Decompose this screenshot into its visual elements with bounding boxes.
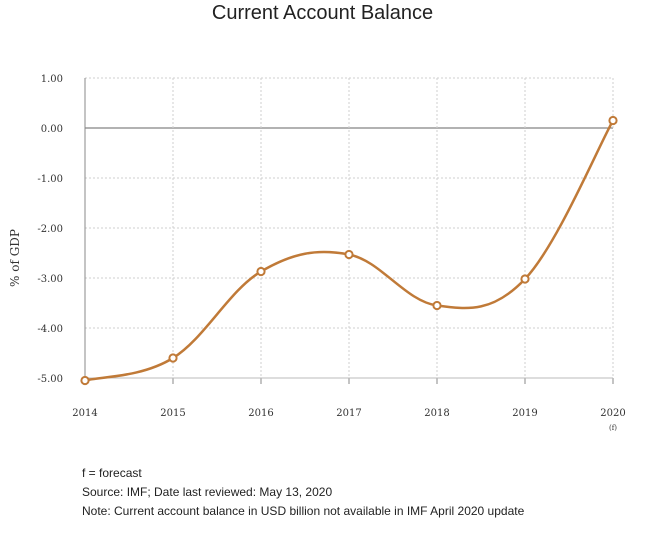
x-tick-label: 2017 [336,408,361,419]
point-layer [80,115,618,386]
data-point [344,249,354,260]
y-tick-label: -2.00 [37,224,63,235]
data-point [432,300,442,311]
note-caveat: Note: Current account balance in USD bil… [82,504,525,518]
data-point [168,353,178,363]
chart-title: Current Account Balance [211,2,434,24]
y-tick-label: 1.00 [41,74,63,85]
data-point [80,375,90,386]
x-tick-label: 2015 [160,408,185,419]
x-tick-sublabel: (f) [609,424,617,432]
x-tick-label: 2018 [424,408,449,419]
y-tick-label: -1.00 [37,174,63,185]
label-layer: 1.00 0.00 -1.00 -2.00 -3.00 -4.00 -5.00 2014 201… [37,74,625,432]
y-tick-label: -3.00 [37,274,63,285]
x-tick-label: 2014 [72,408,97,419]
note-source: Source: IMF; Date last reviewed: May 13,… [82,485,333,499]
y-tick-label: -5.00 [37,374,63,385]
data-point [256,266,266,277]
y-tick-label: 0.00 [41,124,63,135]
data-point [520,274,530,284]
x-tick-label: 2019 [512,408,537,419]
grid-layer [85,77,614,379]
chart-notes: f = forecast Source: IMF; Date last revi… [82,464,524,521]
y-tick-label: -4.00 [37,324,63,335]
data-point [608,115,618,126]
axis-layer [84,78,614,384]
x-tick-label: 2016 [248,408,273,419]
note-forecast: f = forecast [82,466,142,480]
x-tick-label: 2020 [600,408,625,419]
y-axis-label: % of GDP [8,229,22,287]
